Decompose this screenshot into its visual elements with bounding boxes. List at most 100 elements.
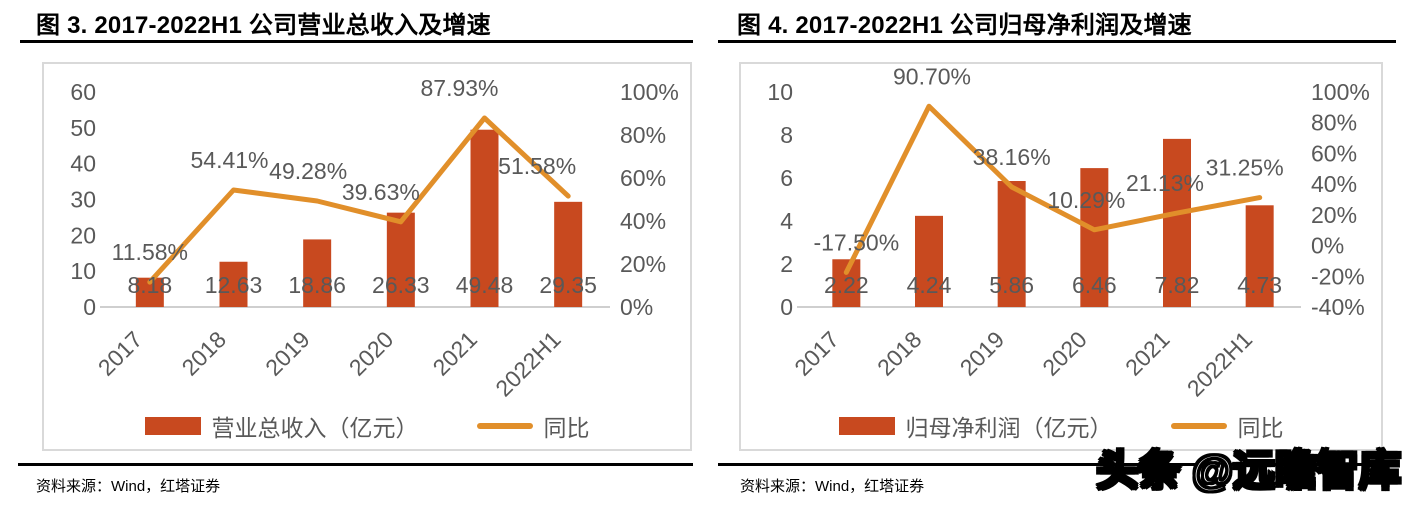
source-note-right: 资料来源：Wind，红塔证券 bbox=[740, 478, 925, 495]
left-axis-tick-label: 4 bbox=[780, 208, 793, 234]
legend-label-revenue: 营业总收入（亿元） bbox=[211, 415, 419, 441]
left-axis-tick-label: 40 bbox=[70, 151, 96, 177]
category-label: 2017 bbox=[93, 326, 148, 381]
right-axis-tick-label: 80% bbox=[620, 122, 666, 148]
right-axis-tick-label: 0% bbox=[620, 294, 653, 320]
right-axis-tick-label: 100% bbox=[1311, 79, 1370, 105]
bar-value-label: 7.82 bbox=[1155, 272, 1200, 298]
category-label: 2019 bbox=[260, 326, 315, 381]
category-label: 2021 bbox=[1120, 326, 1175, 381]
right-axis-tick-label: 60% bbox=[1311, 140, 1357, 166]
right-axis-tick-label: 100% bbox=[620, 79, 679, 105]
line-value-label: 39.63% bbox=[342, 179, 420, 205]
line-value-label: 21.13% bbox=[1126, 170, 1204, 196]
right-axis-tick-label: 60% bbox=[620, 165, 666, 191]
legend-item-net-profit: 归母净利润（亿元） bbox=[838, 409, 1113, 443]
line-value-label: 90.70% bbox=[893, 64, 971, 89]
line-value-label: 49.28% bbox=[269, 158, 347, 184]
line-value-label: 51.58% bbox=[498, 153, 576, 179]
watermark-toutiao: 头条 @远瞻智库 bbox=[1095, 446, 1402, 496]
title-underline bbox=[718, 40, 1396, 43]
section-divider bbox=[18, 463, 693, 466]
line-series-swatch bbox=[1170, 423, 1227, 429]
left-axis-tick-label: 20 bbox=[70, 222, 96, 248]
category-label: 2022H1 bbox=[490, 326, 565, 399]
legend-label-yoy: 同比 bbox=[1237, 415, 1284, 441]
chart4-title: 图 4. 2017-2022H1 公司归母净利润及增速 bbox=[737, 12, 1192, 39]
chart3-title: 图 3. 2017-2022H1 公司营业总收入及增速 bbox=[36, 12, 491, 39]
bar-value-label: 4.73 bbox=[1237, 272, 1282, 298]
bar-2018 bbox=[219, 261, 248, 307]
left-axis-tick-label: 8 bbox=[780, 122, 793, 148]
category-label: 2022H1 bbox=[1182, 326, 1257, 399]
left-axis-tick-label: 6 bbox=[780, 165, 793, 191]
legend-item-revenue: 营业总收入（亿元） bbox=[144, 409, 419, 443]
left-axis-tick-label: 10 bbox=[767, 79, 793, 105]
bar-2020 bbox=[1080, 168, 1109, 307]
bar-2022H1 bbox=[1245, 205, 1274, 307]
category-label: 2018 bbox=[872, 326, 927, 381]
bar-value-label: 8.18 bbox=[127, 272, 172, 298]
yoy-line bbox=[147, 115, 571, 285]
yoy-line bbox=[843, 103, 1263, 275]
chart-legend: 归母净利润（亿元） 同比 bbox=[741, 409, 1381, 443]
left-axis-tick-label: 30 bbox=[70, 187, 96, 213]
legend-label-yoy: 同比 bbox=[543, 415, 590, 441]
right-axis-tick-label: -40% bbox=[1311, 294, 1365, 320]
bar-value-label: 2.22 bbox=[824, 272, 869, 298]
bar-2018 bbox=[915, 215, 943, 307]
bar-2021 bbox=[1163, 138, 1191, 307]
bar-2019 bbox=[997, 181, 1026, 307]
bar-value-label: 49.48 bbox=[456, 272, 514, 298]
legend-item-yoy: 同比 bbox=[476, 409, 590, 443]
bar-2020 bbox=[386, 212, 415, 307]
line-value-label: 54.41% bbox=[190, 147, 268, 173]
title-underline bbox=[20, 40, 693, 43]
legend-label-net-profit: 归母净利润（亿元） bbox=[905, 415, 1113, 441]
bar-series-swatch bbox=[838, 417, 895, 435]
category-label: 2021 bbox=[427, 326, 482, 381]
category-label: 2019 bbox=[955, 326, 1010, 381]
line-value-label: 11.58% bbox=[112, 239, 188, 265]
right-axis-tick-label: 0% bbox=[1311, 233, 1344, 259]
right-axis-tick-label: 40% bbox=[1311, 171, 1357, 197]
right-axis-tick-label: 40% bbox=[620, 208, 666, 234]
bar-value-label: 12.63 bbox=[205, 272, 263, 298]
category-label: 2020 bbox=[344, 326, 399, 381]
right-axis-tick-label: 80% bbox=[1311, 110, 1357, 136]
legend-item-yoy: 同比 bbox=[1170, 409, 1284, 443]
left-axis-tick-label: 50 bbox=[70, 115, 96, 141]
left-axis-tick-label: 10 bbox=[70, 258, 96, 284]
category-label: 2017 bbox=[789, 326, 844, 381]
bar-value-label: 6.46 bbox=[1072, 272, 1117, 298]
revenue-chart-canvas: 0 10 20 30 40 50 60 0% 20% 40% 60% 80% 100% 8.18 12.63… bbox=[70, 75, 679, 399]
line-value-label: 31.25% bbox=[1206, 155, 1284, 181]
left-axis-tick-label: 2 bbox=[780, 251, 793, 277]
bar-value-label: 18.86 bbox=[288, 272, 346, 298]
source-note-left: 资料来源：Wind，红塔证券 bbox=[36, 478, 221, 495]
category-label: 2020 bbox=[1037, 326, 1092, 381]
bar-value-label: 26.33 bbox=[372, 272, 430, 298]
bar-value-label: 5.86 bbox=[989, 272, 1034, 298]
left-axis-tick-label: 0 bbox=[83, 294, 96, 320]
bar-series-swatch bbox=[144, 417, 201, 435]
line-value-label: 10.29% bbox=[1047, 187, 1125, 213]
bar-2021 bbox=[470, 129, 499, 307]
revenue-chart-frame: 0 10 20 30 40 50 60 0% 20% 40% 60% 80% 100% 8.18 12.63… bbox=[42, 62, 692, 451]
bar-2019 bbox=[303, 239, 332, 307]
bar-2022H1 bbox=[554, 201, 583, 307]
line-series-swatch bbox=[476, 423, 533, 429]
section-divider bbox=[718, 463, 1396, 466]
right-axis-tick-label: 20% bbox=[620, 251, 666, 277]
bar-value-label: 29.35 bbox=[539, 272, 597, 298]
line-value-label: -17.50% bbox=[813, 229, 899, 255]
right-axis-tick-label: 20% bbox=[1311, 202, 1357, 228]
net-profit-chart-canvas: 0 2 4 6 8 10 -40% -20% 0% 20% 40% 60% 80% 100% 2.22 4.2… bbox=[767, 64, 1370, 399]
line-value-label: 87.93% bbox=[420, 75, 498, 101]
left-axis-tick-label: 60 bbox=[70, 79, 96, 105]
net-profit-chart-frame: 0 2 4 6 8 10 -40% -20% 0% 20% 40% 60% 80% 100% 2.22 4.2… bbox=[739, 62, 1383, 451]
chart-legend: 营业总收入（亿元） 同比 bbox=[44, 409, 690, 443]
right-axis-tick-label: -20% bbox=[1311, 263, 1365, 289]
line-value-label: 38.16% bbox=[973, 144, 1051, 170]
